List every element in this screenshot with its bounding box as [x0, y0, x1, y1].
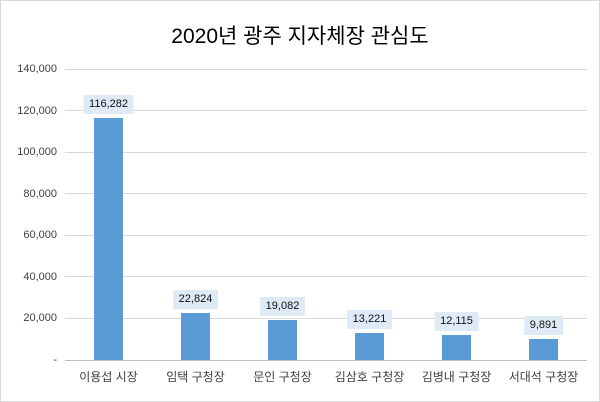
- y-axis-tick-label: 80,000: [23, 187, 57, 200]
- y-axis-tick-label: 40,000: [23, 270, 57, 283]
- y-axis-tick-label: -: [53, 354, 57, 366]
- bar: [94, 118, 123, 360]
- y-axis-tick-label: 100,000: [17, 146, 57, 159]
- y-axis-tick-label: 20,000: [23, 312, 57, 325]
- data-label: 22,824: [172, 289, 219, 309]
- y-axis-tick-label: 140,000: [17, 63, 57, 75]
- gridline: [65, 151, 587, 153]
- gridline: [65, 234, 587, 236]
- x-axis-category-label: 임택 구청장: [166, 370, 225, 384]
- gridline: [65, 68, 587, 70]
- gridline: [65, 276, 587, 278]
- data-label: 9,891: [523, 316, 564, 336]
- x-axis-category-label: 김병내 구청장: [421, 370, 492, 384]
- data-label: 12,115: [434, 311, 479, 331]
- data-label: 116,282: [83, 95, 134, 115]
- bar: [268, 320, 297, 360]
- bar: [181, 312, 210, 360]
- data-label: 19,082: [259, 297, 306, 317]
- bar: [442, 334, 471, 360]
- bar: [529, 339, 558, 360]
- gridline: [65, 193, 587, 195]
- x-axis-line: [65, 359, 587, 361]
- x-axis-category-label: 문인 구청장: [253, 370, 312, 384]
- bar: [355, 332, 384, 360]
- chart-title: 2020년 광주 지자체장 관심도: [171, 25, 429, 48]
- gridline: [65, 317, 587, 319]
- gridline: [65, 110, 587, 112]
- y-axis-tick-label: 120,000: [17, 104, 57, 117]
- x-axis-category-label: 이용섭 시장: [79, 370, 138, 384]
- x-axis-category-label: 서대석 구청장: [508, 370, 579, 384]
- data-label: 13,221: [346, 309, 393, 329]
- x-axis-category-label: 김삼호 구청장: [334, 370, 405, 384]
- y-axis-tick-label: 60,000: [23, 229, 57, 242]
